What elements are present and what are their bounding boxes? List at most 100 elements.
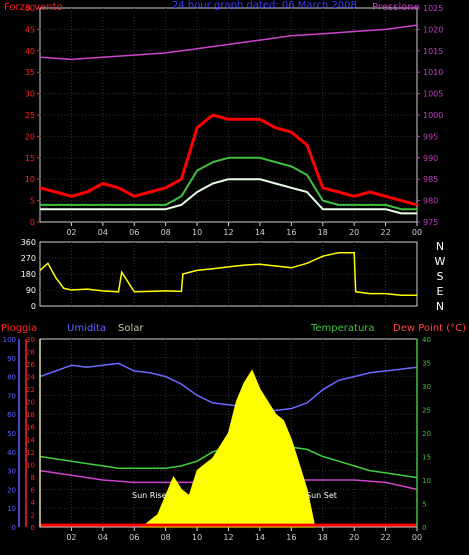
wind-ytick-label: 20	[25, 132, 35, 141]
wind-pressure-series-line	[39, 113, 418, 207]
panel3-ytick-label: 80	[7, 374, 16, 382]
wind-x-tick-label: 02	[66, 228, 76, 237]
panel3-ytick-label: 50	[7, 430, 16, 438]
wind-pressure-series-line	[40, 178, 417, 215]
pressure-ytick-label: 990	[423, 154, 438, 163]
wind-ytick-label: 0	[30, 218, 35, 227]
panel3-ytick-label: 70	[7, 392, 16, 400]
panel3-ytick-label: 18	[26, 411, 35, 419]
wind-x-tick-label: 10	[192, 228, 202, 237]
rain-x-tick-label: 08	[161, 533, 171, 542]
panel3-ytick-label: 16	[26, 424, 35, 432]
rain-x-tick-label: 06	[129, 533, 139, 542]
direction-ytick-label: 0	[31, 302, 36, 311]
wind-x-tick-label: 08	[161, 228, 171, 237]
panel3-ytick-label: 14	[26, 436, 35, 444]
wind-ytick-label: 45	[25, 25, 35, 34]
panel3-ytick-label: 6	[31, 486, 36, 494]
rain-x-tick-label: 04	[98, 533, 108, 542]
pressure-ytick-label: 995	[423, 132, 438, 141]
panel3-ytick-label: 90	[7, 355, 16, 363]
rain-x-tick-label: 20	[349, 533, 359, 542]
panel3-ytick-label: 20	[7, 486, 16, 494]
wind-x-tick-label: 04	[98, 228, 108, 237]
wind-x-tick-label: 14	[255, 228, 265, 237]
pressure-ytick-label: 985	[423, 175, 438, 184]
panel3-ytick-label: 40	[7, 449, 16, 457]
direction-ytick-label: 360	[21, 238, 36, 247]
pressure-ytick-label: 1015	[423, 47, 443, 56]
panel3-ytick-label: 20	[26, 399, 35, 407]
wind-x-tick-label: 22	[380, 228, 390, 237]
rain-humidity-series-line	[39, 362, 418, 412]
pressure-ytick-label: 1010	[423, 68, 443, 77]
panel3-ytick-label: 22	[26, 386, 35, 394]
panel3-ytick-label: 30	[26, 336, 35, 344]
solar-area	[140, 369, 316, 528]
wind-ytick-label: 40	[25, 47, 35, 56]
compass-label: W	[435, 255, 446, 268]
rain-x-tick-label: 02	[66, 533, 76, 542]
solar-axis-label: Solar	[118, 323, 144, 334]
panel3-ytick-label: 10	[7, 505, 16, 513]
wind-ytick-label: 25	[25, 111, 35, 120]
rain-x-tick-label: 00	[412, 533, 422, 542]
panel3-ytick-label: 8	[31, 474, 35, 482]
wind-pressure-frame	[39, 7, 418, 223]
compass-label: N	[436, 240, 444, 253]
pressure-ytick-label: 975	[423, 218, 438, 227]
rain-x-tick-label: 10	[192, 533, 202, 542]
panel3-ytick-label: 30	[422, 383, 431, 391]
pressure-ytick-label: 1025	[423, 4, 443, 13]
direction-ytick-label: 180	[21, 270, 36, 279]
panel3-ytick-label: 5	[422, 501, 426, 509]
panel3-ytick-label: 0	[31, 524, 35, 532]
compass-label: N	[436, 300, 444, 313]
dewpoint-axis-label: Dew Point (°C)	[393, 323, 466, 334]
compass-label: E	[437, 285, 444, 298]
wind-ytick-label: 5	[30, 197, 35, 206]
compass-label: S	[437, 270, 444, 283]
panel3-ytick-label: 15	[422, 454, 431, 462]
pressure-ytick-label: 1000	[423, 111, 443, 120]
panel3-ytick-label: 0	[12, 524, 16, 532]
wind-axis-label: Forza vento	[4, 2, 63, 13]
rain-x-tick-label: 14	[255, 533, 265, 542]
panel3-ytick-label: 28	[26, 349, 35, 357]
rain-x-tick-label: 12	[223, 533, 233, 542]
wind-pressure-series-line	[39, 24, 418, 61]
temperature-axis-label: Temperatura	[310, 323, 375, 334]
graph-title: 24 hour graph dated: 06 March 2008	[172, 0, 357, 11]
wind-ytick-label: 30	[25, 90, 35, 99]
sun-rise-label: Sun Rise	[132, 491, 167, 500]
panel3-ytick-label: 2	[31, 511, 35, 519]
wind-ytick-label: 50	[25, 4, 35, 13]
wind-x-tick-label: 00	[412, 228, 422, 237]
direction-ytick-label: 90	[26, 286, 36, 295]
direction-ytick-label: 270	[21, 254, 36, 263]
wind-ytick-label: 10	[25, 175, 35, 184]
wind-direction-line	[39, 251, 417, 297]
wind-x-tick-label: 06	[129, 228, 139, 237]
panel3-ytick-label: 100	[3, 336, 16, 344]
wind-pressure-series-line	[40, 156, 417, 211]
panel3-ytick-label: 30	[7, 468, 16, 476]
panel3-ytick-label: 12	[26, 449, 35, 457]
panel3-ytick-label: 10	[26, 461, 35, 469]
rain-x-tick-label: 18	[318, 533, 328, 542]
wind-x-tick-label: 16	[286, 228, 296, 237]
rain-x-tick-label: 16	[286, 533, 296, 542]
wind-x-tick-label: 20	[349, 228, 359, 237]
panel3-ytick-label: 24	[26, 374, 35, 382]
humidity-axis-label: Umidita	[67, 323, 106, 334]
rain-axis-label: Pioggia	[1, 323, 37, 334]
panel3-ytick-label: 25	[422, 407, 431, 415]
rain-x-tick-label: 22	[380, 533, 390, 542]
panel3-ytick-label: 35	[422, 360, 431, 368]
pressure-ytick-label: 1005	[423, 90, 443, 99]
wind-x-tick-label: 18	[318, 228, 328, 237]
wind-ytick-label: 35	[25, 68, 35, 77]
panel3-ytick-label: 40	[422, 336, 431, 344]
